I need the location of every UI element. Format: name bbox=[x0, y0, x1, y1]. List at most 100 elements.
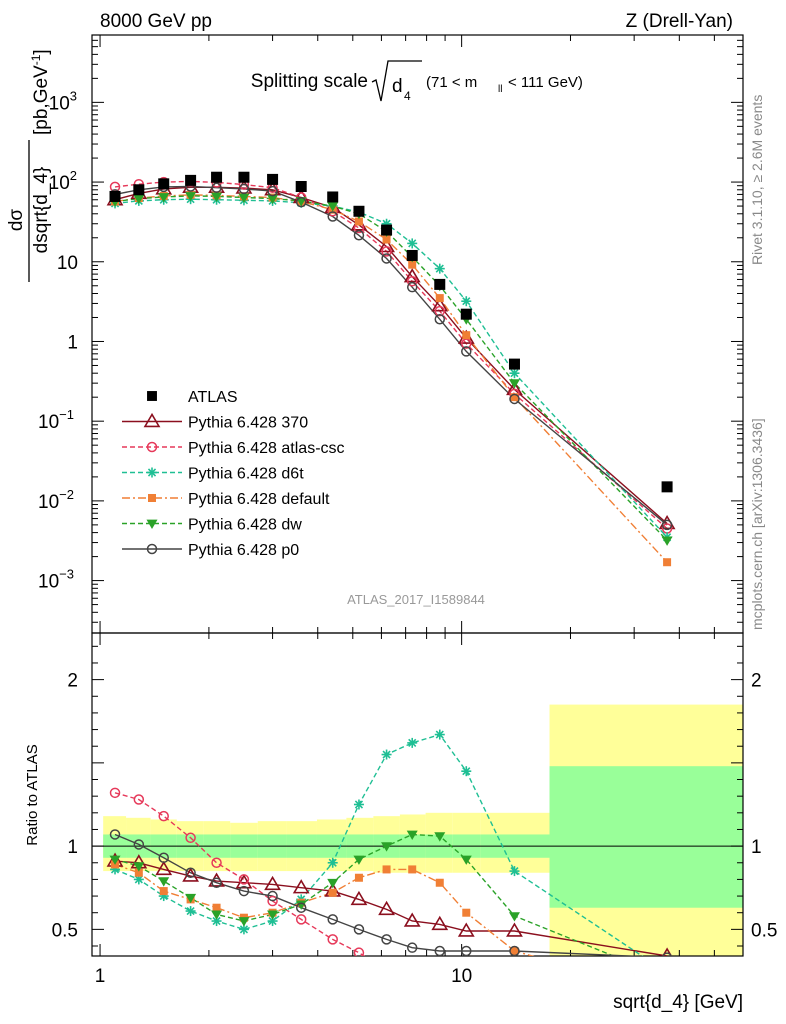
legend-entry: Pythia 6.428 p0 bbox=[122, 542, 299, 559]
star-stroke bbox=[510, 866, 519, 876]
ylabel-denominator: dsqrt{d_4} bbox=[31, 167, 52, 254]
side-text-mcplots: mcplots.cern.ch [arXiv:1306.3436] bbox=[749, 418, 765, 630]
ratio-point bbox=[408, 865, 417, 874]
star-stroke bbox=[382, 750, 391, 759]
lower-markers bbox=[106, 729, 673, 997]
legend-marker bbox=[146, 519, 158, 529]
upper-lines bbox=[114, 180, 668, 563]
title-mass-suffix: < 111 GeV) bbox=[508, 74, 583, 91]
series-point-upper bbox=[327, 202, 339, 212]
tick-label-exp: 3 bbox=[70, 88, 77, 103]
ratio-point bbox=[295, 902, 307, 913]
data-point bbox=[133, 184, 145, 196]
series-point-upper bbox=[435, 294, 444, 303]
title-root-sub: 4 bbox=[404, 89, 411, 103]
ratio-point bbox=[109, 855, 121, 865]
series-point-upper bbox=[407, 238, 418, 249]
legend-marker bbox=[148, 494, 156, 502]
ratio-point bbox=[662, 968, 672, 978]
series-point-upper bbox=[508, 379, 520, 389]
tick-label-exp: −1 bbox=[59, 407, 74, 422]
ylabel-unit: [pb,GeV-1] bbox=[29, 49, 52, 135]
series-point-upper bbox=[434, 263, 445, 274]
ratio-point bbox=[211, 857, 222, 869]
data-point bbox=[295, 180, 307, 192]
y-tick-label-upper: 10−3 bbox=[38, 567, 74, 593]
legend-label: ATLAS bbox=[188, 389, 238, 406]
ratio-point bbox=[406, 830, 418, 840]
series-point-upper bbox=[382, 235, 391, 244]
ratio-point bbox=[185, 832, 196, 844]
data-point bbox=[211, 171, 223, 183]
series-point-upper bbox=[295, 197, 307, 207]
y-tick-label-upper: 10 bbox=[57, 253, 78, 274]
ratio-point bbox=[353, 799, 364, 810]
ratio-point bbox=[382, 966, 391, 975]
ratio-point bbox=[292, 879, 310, 894]
ratio-point bbox=[133, 862, 145, 872]
ratio-point bbox=[264, 875, 281, 891]
uncertainty-band bbox=[103, 704, 743, 956]
ratio-point bbox=[408, 975, 417, 984]
series-point-upper bbox=[267, 194, 279, 205]
y-tick-label-lower-left: 2 bbox=[67, 671, 78, 692]
series-point-upper bbox=[238, 193, 250, 204]
star-stroke bbox=[435, 264, 444, 273]
ratio-point bbox=[382, 865, 391, 874]
data-point bbox=[508, 358, 520, 370]
legend-label: Pythia 6.428 default bbox=[188, 491, 330, 508]
ratio-point bbox=[133, 839, 145, 850]
analysis-id: ATLAS_2017_I1589844 bbox=[347, 592, 485, 607]
ratio-point bbox=[510, 947, 519, 956]
legend-entry: Pythia 6.428 atlas-csc bbox=[122, 440, 345, 457]
ratio-point bbox=[109, 829, 121, 840]
series-lines bbox=[114, 180, 668, 956]
star-stroke bbox=[239, 925, 249, 934]
series-point-upper bbox=[381, 246, 392, 257]
series-line-upper bbox=[114, 185, 668, 526]
star-stroke bbox=[435, 730, 444, 739]
ratio-point bbox=[327, 857, 338, 868]
ratio-point bbox=[461, 766, 472, 777]
series-point-upper bbox=[267, 185, 278, 197]
legend-label: Pythia 6.428 d6t bbox=[188, 466, 304, 483]
star-stroke bbox=[408, 738, 417, 747]
ratio-point bbox=[435, 983, 444, 992]
data-point bbox=[185, 174, 197, 186]
ratio-point bbox=[327, 878, 339, 889]
ratio-point bbox=[407, 737, 418, 748]
series-line-upper bbox=[114, 186, 668, 525]
tick-label-base: 10 bbox=[38, 412, 59, 433]
ratio-point bbox=[381, 842, 393, 852]
band-group bbox=[103, 704, 743, 956]
star-stroke bbox=[328, 858, 337, 867]
series-point-upper bbox=[295, 196, 307, 208]
ylabel-numerator: dσ bbox=[6, 209, 27, 232]
y-tick-label-lower-right: 0.5 bbox=[751, 920, 777, 941]
legend-label: Pythia 6.428 dw bbox=[188, 517, 302, 534]
star-stroke bbox=[354, 800, 364, 809]
data-point bbox=[406, 249, 418, 261]
series-line-upper bbox=[114, 195, 668, 541]
ratio-point bbox=[267, 890, 278, 902]
ratio-point bbox=[434, 729, 445, 740]
ratio-point bbox=[406, 942, 418, 953]
ratio-point bbox=[211, 910, 223, 920]
ratio-point bbox=[328, 888, 337, 897]
series-point-upper bbox=[661, 519, 673, 531]
ratio-point bbox=[462, 988, 471, 997]
ratio-point bbox=[238, 885, 250, 897]
ratio-line bbox=[114, 860, 668, 956]
ylabel-unit-exp: -1 bbox=[29, 54, 43, 65]
series-point-upper bbox=[509, 393, 520, 405]
ratio-line bbox=[114, 733, 644, 956]
y-tick-label-lower-left: 1 bbox=[67, 837, 78, 858]
star-stroke bbox=[664, 969, 671, 976]
data-point bbox=[267, 173, 279, 185]
legend-marker bbox=[146, 441, 158, 453]
series-point-upper bbox=[408, 260, 417, 269]
series-point-upper bbox=[509, 368, 520, 379]
ratio-point bbox=[434, 945, 446, 956]
series-point-upper bbox=[185, 192, 197, 202]
